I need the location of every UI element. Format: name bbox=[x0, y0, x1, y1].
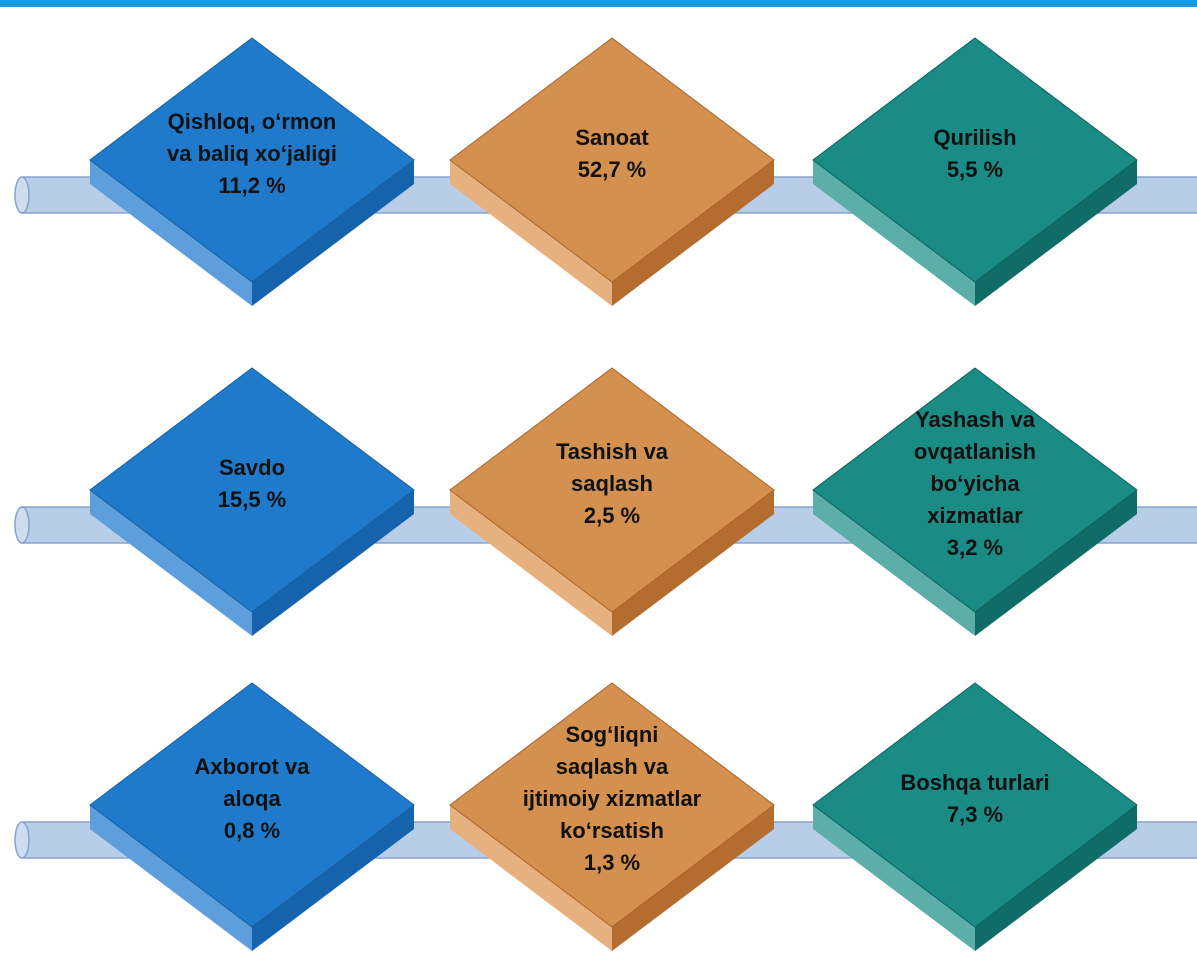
diamond-label: Qishloq, o‘rmon bbox=[168, 109, 337, 134]
diamond-label: bo‘yicha bbox=[930, 471, 1020, 496]
diamond-label: ovqatlanish bbox=[914, 439, 1036, 464]
diamond-value: 1,3 % bbox=[584, 850, 640, 875]
diamond-left-face bbox=[813, 490, 975, 636]
diamond: Savdo 15,5 % bbox=[89, 367, 415, 636]
diamond-right-face bbox=[252, 805, 414, 951]
diamond-label: ko‘rsatish bbox=[560, 818, 664, 843]
diamond-top-face bbox=[89, 367, 415, 613]
diamond-top-face bbox=[449, 682, 775, 928]
diamond-value: 2,5 % bbox=[584, 503, 640, 528]
diamond-value: 7,3 % bbox=[947, 802, 1003, 827]
diamond: Axborot va aloqa 0,8 % bbox=[89, 682, 415, 951]
diamond: Yashash va ovqatlanish bo‘yicha xizmatlar 3,… bbox=[812, 367, 1138, 636]
diamond-left-face bbox=[813, 160, 975, 306]
diamond-left-face bbox=[450, 160, 612, 306]
diamond-right-face bbox=[252, 490, 414, 636]
diamond-left-face bbox=[90, 160, 252, 306]
diamond-left-face bbox=[813, 805, 975, 951]
diamond-right-face bbox=[612, 160, 774, 306]
pipe-end bbox=[14, 506, 30, 544]
diamond: Sog‘liqni saqlash va ijtimoiy xizmatlar ko‘… bbox=[449, 682, 775, 951]
diamond: Boshqa turlari 7,3 % bbox=[812, 682, 1138, 951]
diamond-right-face bbox=[612, 805, 774, 951]
diamond-label: Sanoat bbox=[575, 125, 649, 150]
diamond-label: saqlash bbox=[571, 471, 653, 496]
diamond-label: Sog‘liqni bbox=[566, 722, 659, 747]
diamond: Qishloq, o‘rmon va baliq xo‘jaligi 11,2 % bbox=[89, 37, 415, 306]
diamond-value: 3,2 % bbox=[947, 535, 1003, 560]
diamond-right-face bbox=[612, 490, 774, 636]
diamond-right-face bbox=[975, 805, 1137, 951]
diamond-left-face bbox=[90, 490, 252, 636]
diamond-label: ijtimoiy xizmatlar bbox=[523, 786, 702, 811]
pipe-end bbox=[14, 821, 30, 859]
diamond: Tashish va saqlash 2,5 % bbox=[449, 367, 775, 636]
diamond-left-face bbox=[450, 490, 612, 636]
diamond-top-face bbox=[89, 37, 415, 283]
diamond-label: xizmatlar bbox=[927, 503, 1023, 528]
diamond: Sanoat 52,7 % bbox=[449, 37, 775, 306]
diamond-label: Boshqa turlari bbox=[900, 770, 1049, 795]
diamond-top-face bbox=[812, 367, 1138, 613]
diamond-value: 52,7 % bbox=[578, 157, 647, 182]
diamond-value: 15,5 % bbox=[218, 487, 287, 512]
diamond-label: Savdo bbox=[219, 455, 285, 480]
diamond-label: Qurilish bbox=[933, 125, 1016, 150]
diamond-value: 5,5 % bbox=[947, 157, 1003, 182]
diamond-right-face bbox=[975, 490, 1137, 636]
diamond-value: 11,2 % bbox=[218, 173, 285, 198]
diamond-value: 0,8 % bbox=[224, 818, 280, 843]
diamond-top-face bbox=[812, 37, 1138, 283]
diamond-right-face bbox=[252, 160, 414, 306]
diamond-top-face bbox=[449, 367, 775, 613]
diamond-top-face bbox=[449, 37, 775, 283]
diamond-label: Tashish va bbox=[556, 439, 669, 464]
diamond-left-face bbox=[450, 805, 612, 951]
top-bar bbox=[0, 0, 1197, 7]
diamond-label: Yashash va bbox=[915, 407, 1036, 432]
diamond-label: aloqa bbox=[223, 786, 281, 811]
diamond-left-face bbox=[90, 805, 252, 951]
diamond-top-face bbox=[812, 682, 1138, 928]
diamond-label: saqlash va bbox=[556, 754, 669, 779]
diamond-right-face bbox=[975, 160, 1137, 306]
diamond: Qurilish 5,5 % bbox=[812, 37, 1138, 306]
diamond-label: Axborot va bbox=[195, 754, 311, 779]
diamond-top-face bbox=[89, 682, 415, 928]
pipe-end bbox=[14, 176, 30, 214]
diamond-label: va baliq xo‘jaligi bbox=[167, 141, 337, 166]
